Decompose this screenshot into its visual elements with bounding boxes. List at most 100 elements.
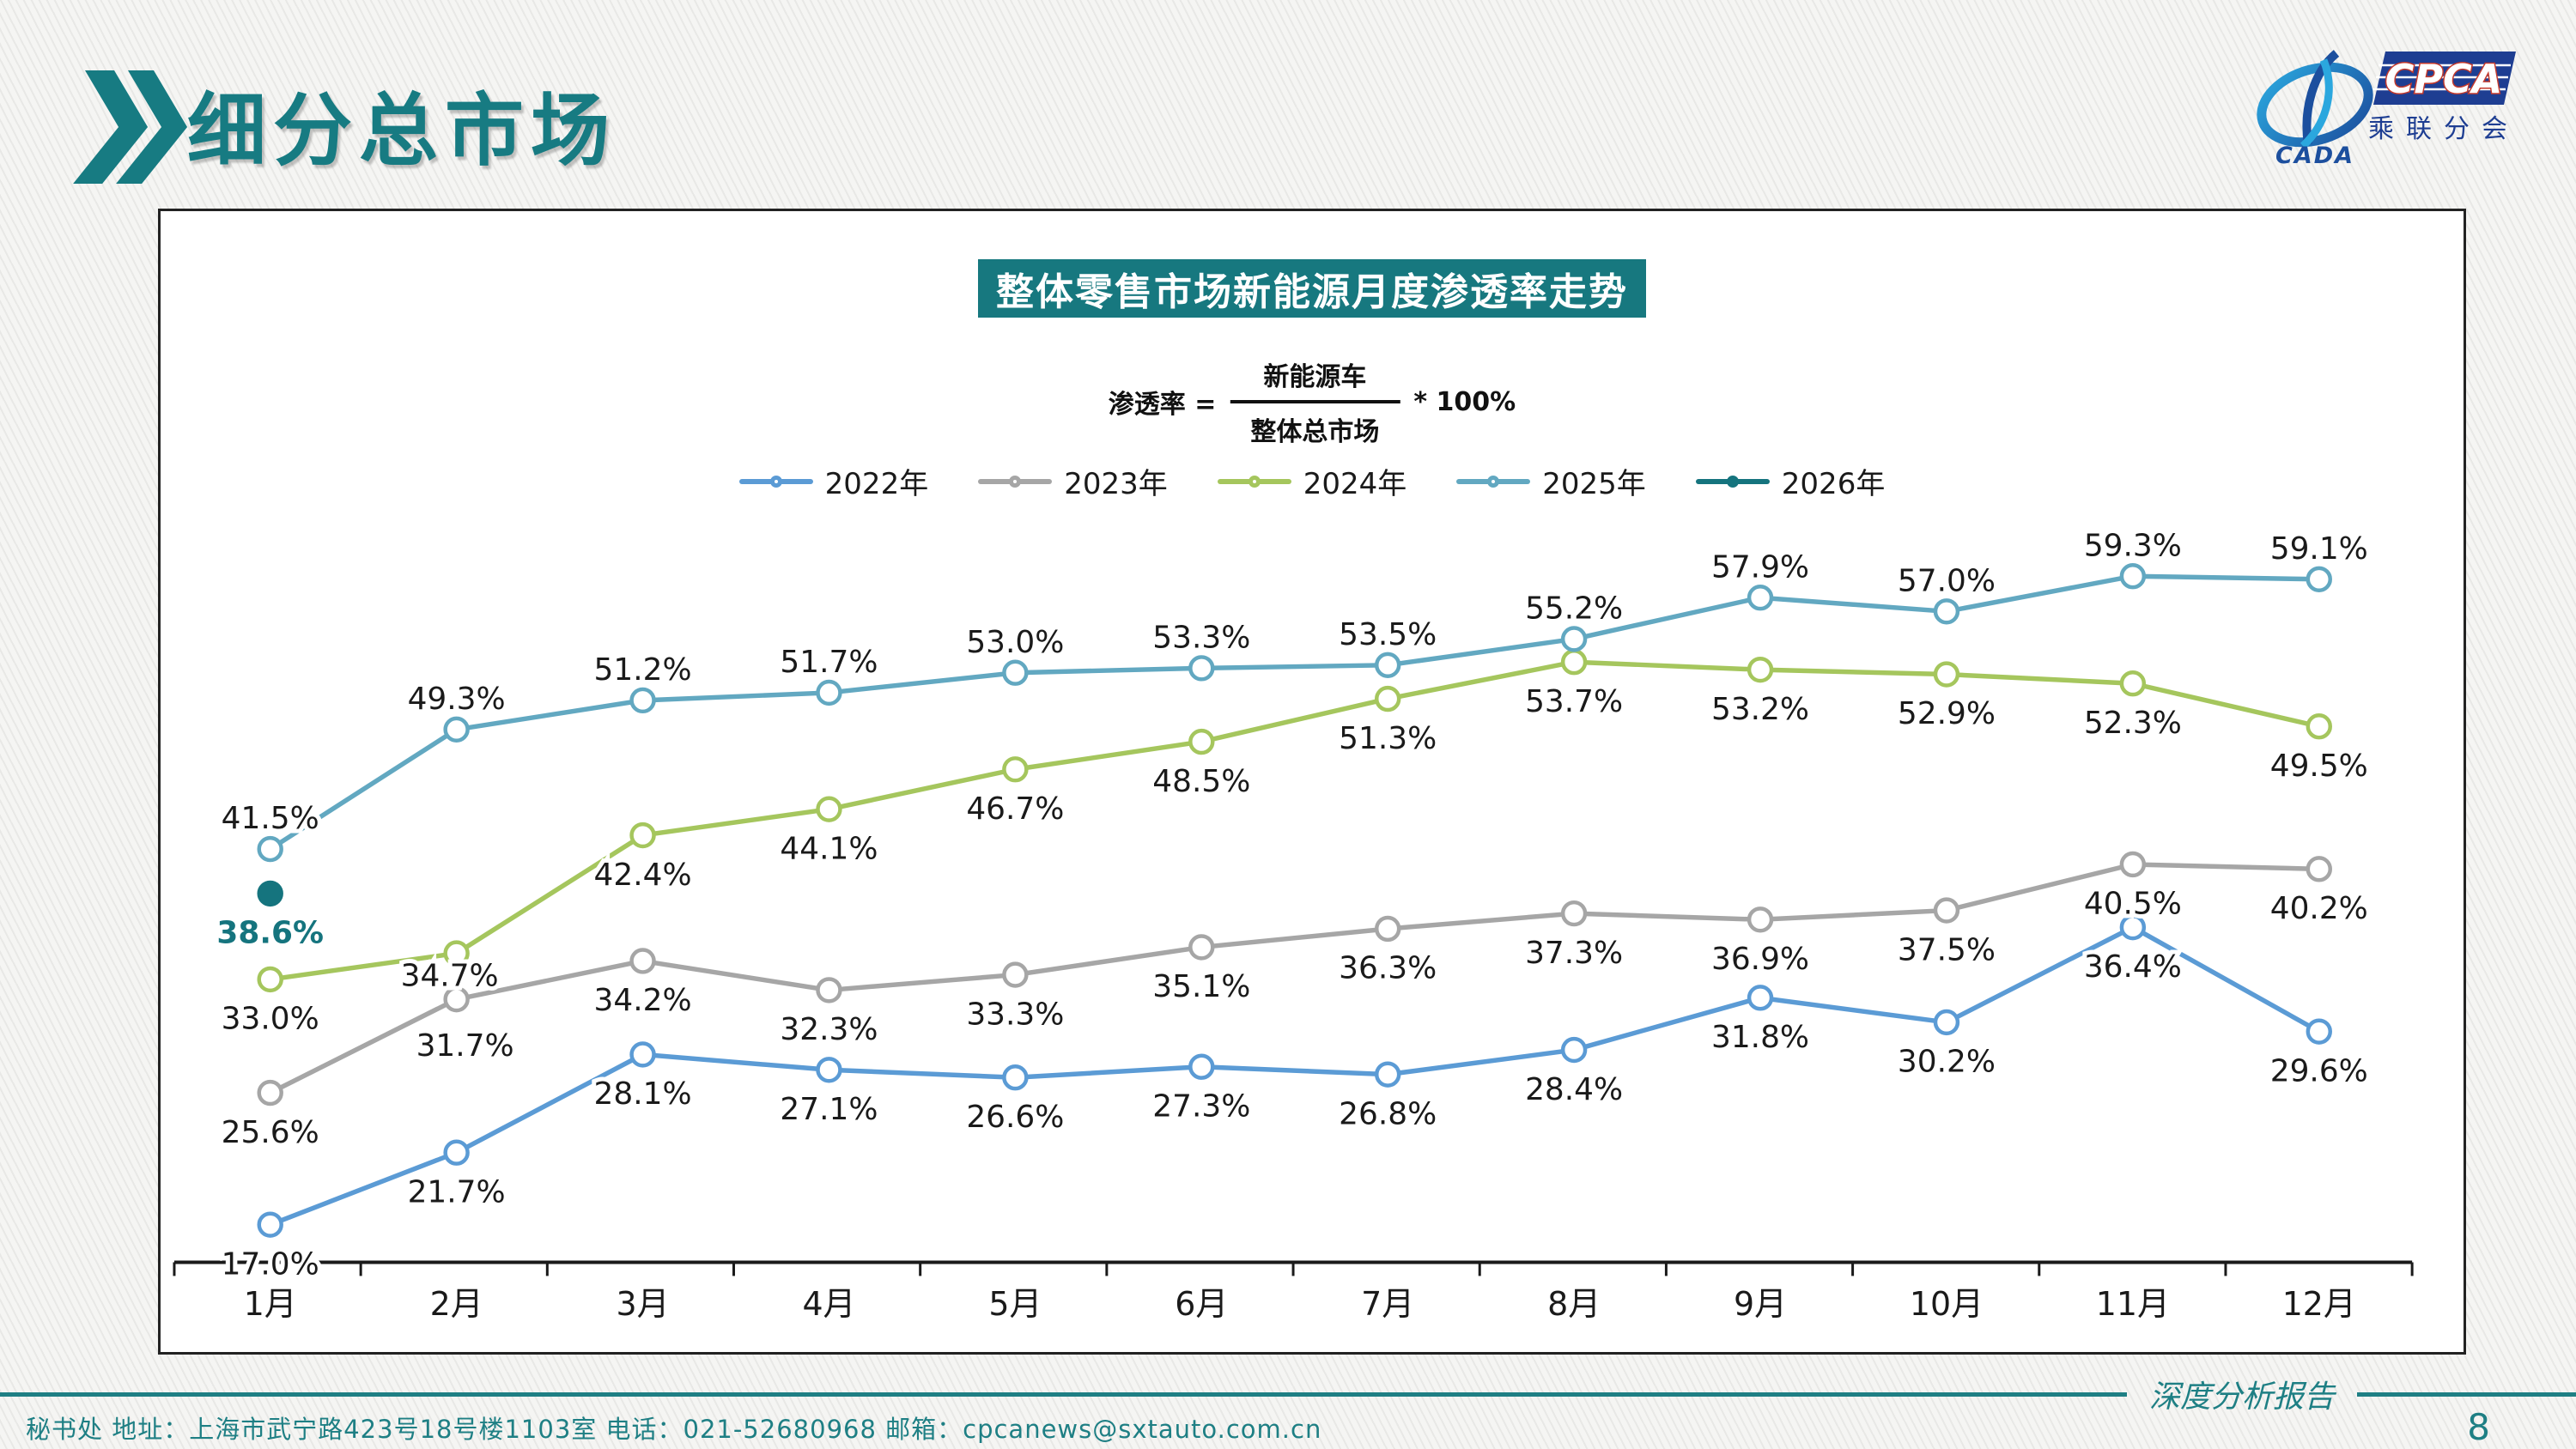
data-point-2024年: [1188, 728, 1215, 755]
data-point-2024年: [443, 940, 470, 967]
data-label-2023年: 34.2%: [594, 983, 692, 1018]
data-point-2023年: [2119, 851, 2147, 878]
cpca-wordmark: CPCA 乘联分会: [2368, 52, 2516, 144]
data-label-2022年: 27.3%: [1152, 1088, 1250, 1124]
x-axis-label: 10月: [1910, 1285, 1984, 1323]
footer-contact: 秘书处 地址：上海市武宁路423号18号楼1103室 电话：021-526809…: [26, 1415, 1322, 1444]
data-point-2023年: [2306, 856, 2332, 882]
data-point-2025年: [1002, 659, 1029, 686]
data-point-2023年: [1747, 906, 1774, 933]
data-point-2024年: [1002, 756, 1029, 783]
legend-marker-icon: [738, 471, 813, 492]
cada-emblem-icon: CADA: [2257, 50, 2373, 169]
data-point-2022年: [2306, 1018, 2332, 1045]
data-label-2023年: 40.2%: [2270, 891, 2368, 926]
data-label-2024年: 33.0%: [222, 1002, 319, 1037]
data-label-2026年: 38.6%: [216, 916, 324, 951]
data-point-2024年: [1747, 656, 1774, 683]
data-label-2022年: 17.0%: [222, 1246, 319, 1282]
penetration-formula: 渗透率 = 新能源车 整体总市场 * 100%: [1109, 355, 1516, 448]
data-point-2023年: [257, 1079, 283, 1106]
data-label-2025年: 59.1%: [2270, 531, 2368, 567]
formula-denominator: 整体总市场: [1250, 417, 1380, 447]
data-label-2024年: 51.3%: [1339, 721, 1437, 756]
data-label-2022年: 28.1%: [594, 1076, 692, 1112]
data-point-2025年: [2119, 563, 2147, 590]
double-chevron-icon: [73, 70, 188, 184]
data-point-2023年: [816, 977, 842, 1003]
data-point-2023年: [1188, 934, 1215, 961]
legend-item-2026年: 2026年: [1695, 460, 1885, 502]
data-label-2022年: 36.4%: [2084, 949, 2182, 985]
data-point-2025年: [1374, 652, 1401, 678]
legend-item-2023年: 2023年: [978, 460, 1168, 502]
series-line-2022年: [269, 925, 2321, 1228]
data-label-2023年: 36.3%: [1339, 951, 1437, 986]
data-point-2022年: [1560, 1036, 1588, 1064]
svg-text:CADA: CADA: [2275, 142, 2354, 169]
data-point-2024年: [1374, 685, 1401, 712]
legend-item-2025年: 2025年: [1456, 460, 1646, 502]
data-label-2023年: 33.3%: [966, 997, 1064, 1032]
formula-numerator: 新能源车: [1263, 362, 1367, 392]
data-point-2022年: [1188, 1053, 1215, 1080]
x-axis-label: 12月: [2282, 1285, 2356, 1323]
x-axis-label: 1月: [244, 1285, 297, 1323]
formula-rhs: * 100%: [1413, 386, 1516, 417]
data-label-2022年: 27.1%: [780, 1092, 878, 1127]
x-axis-label: 9月: [1734, 1285, 1787, 1323]
x-axis-label: 6月: [1175, 1285, 1228, 1323]
data-label-2023年: 25.6%: [222, 1115, 319, 1150]
legend-label: 2023年: [1064, 467, 1168, 501]
data-label-2022年: 29.6%: [2270, 1053, 2368, 1088]
data-point-2025年: [1188, 655, 1215, 682]
x-axis-label: 8月: [1547, 1285, 1601, 1323]
page-number: 8: [2467, 1406, 2490, 1448]
data-label-2025年: 55.2%: [1525, 591, 1623, 627]
data-label-2024年: 48.5%: [1152, 764, 1250, 799]
data-label-2025年: 53.0%: [966, 625, 1064, 660]
legend-marker-icon: [1456, 471, 1531, 492]
formula-lhs: 渗透率 =: [1108, 390, 1217, 420]
data-point-2025年: [443, 716, 470, 743]
data-label-2023年: 35.1%: [1152, 969, 1250, 1004]
x-axis-label: 11月: [2096, 1285, 2170, 1323]
series-line-2025年: [269, 573, 2319, 852]
data-point-2023年: [443, 985, 470, 1013]
data-label-2024年: 34.7%: [401, 958, 499, 993]
data-label-2024年: 53.7%: [1525, 684, 1623, 719]
data-point-2023年: [629, 948, 656, 974]
data-label-2023年: 37.5%: [1898, 932, 1996, 967]
data-point-2024年: [629, 822, 656, 849]
data-point-2022年: [629, 1041, 656, 1068]
legend-marker-icon: [1695, 471, 1770, 492]
data-label-2025年: 51.7%: [780, 645, 878, 680]
data-point-2022年: [1933, 1009, 1960, 1036]
footer: 深度分析报告 秘书处 地址：上海市武宁路423号18号楼1103室 电话：021…: [0, 1373, 2576, 1449]
cpca-logo: CADA CPCA 乘联分会: [2257, 50, 2516, 169]
data-label-2024年: 42.4%: [594, 858, 692, 893]
legend-marker-icon: [1217, 471, 1291, 492]
data-point-2026年: [257, 880, 283, 907]
svg-text:CPCA: CPCA: [2385, 56, 2503, 102]
chart-title-bar: 整体零售市场新能源月度渗透率走势: [978, 259, 1646, 318]
chart-plot: 1月 2月 3月 4月 5月 6月 7月 8月 9月 10月 11月 12月 17.0% 21.7% 28.…: [173, 524, 2414, 1323]
chart-title: 整体零售市场新能源月度渗透率走势: [996, 270, 1628, 314]
data-label-2023年: 31.7%: [416, 1028, 514, 1064]
report-label: 深度分析报告: [2148, 1379, 2335, 1415]
data-label-2023年: 40.5%: [2084, 887, 2182, 922]
data-point-2025年: [1560, 626, 1588, 652]
legend-label: 2022年: [824, 467, 929, 501]
data-label-2025年: 51.2%: [594, 652, 692, 688]
data-point-2022年: [1747, 985, 1774, 1011]
data-point-2025年: [816, 679, 842, 706]
data-label-2025年: 57.0%: [1898, 563, 1996, 598]
data-label-2022年: 28.4%: [1525, 1072, 1623, 1107]
data-label-2022年: 26.8%: [1339, 1096, 1437, 1131]
data-point-2024年: [1933, 661, 1960, 688]
data-label-2024年: 53.2%: [1711, 692, 1809, 727]
data-point-2025年: [629, 687, 656, 714]
chart-panel: 1月 2月 3月 4月 5月 6月 7月 8月 9月 10月 11月 12月 17.0% 21.7% 28.…: [158, 209, 2466, 1355]
data-label-2023年: 36.9%: [1711, 942, 1809, 977]
